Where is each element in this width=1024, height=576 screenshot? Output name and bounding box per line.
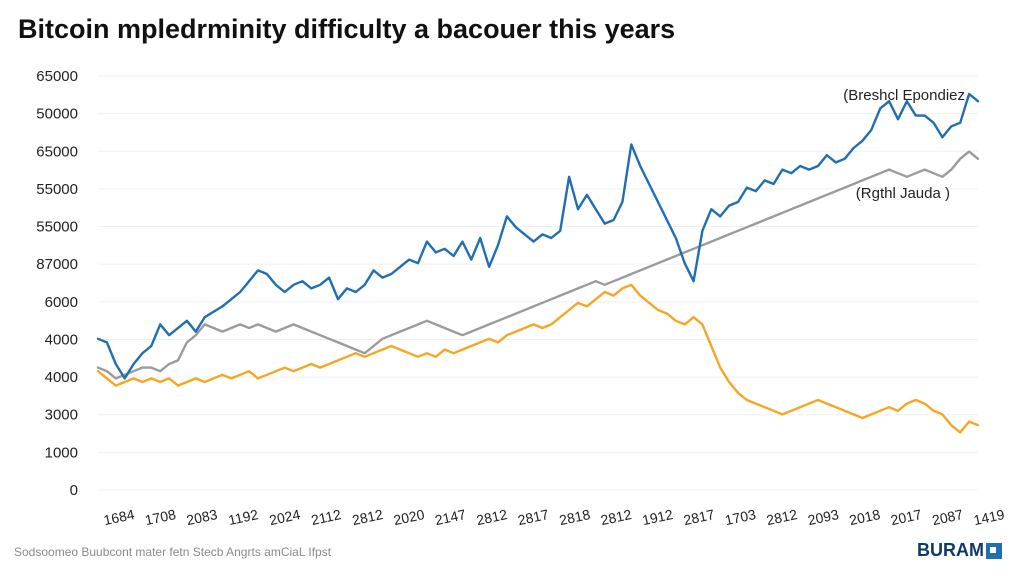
x-tick-label: 2020 [392, 506, 426, 528]
legend-label: (Rgthl Jauda ) [856, 185, 950, 202]
series-lines [96, 92, 980, 434]
y-tick-label: 87000 [36, 256, 78, 273]
legend-label: (Breshcl Epondiez [843, 87, 965, 104]
x-tick-label: 2147 [433, 506, 467, 528]
y-axis-ticks: 65000 50000 65000 55000 55000 87000 6000 4000 40… [36, 68, 78, 499]
x-tick-label: 1708 [143, 506, 177, 528]
x-tick-label: 2812 [599, 506, 633, 528]
y-tick-label: 65000 [36, 143, 78, 160]
y-tick-label: 6000 [45, 294, 78, 311]
x-tick-label: 1912 [641, 506, 675, 528]
x-tick-label: 2817 [516, 506, 550, 528]
x-tick-label: 1192 [227, 506, 260, 528]
x-tick-label: 2817 [682, 506, 716, 528]
x-tick-label: 2812 [475, 506, 509, 528]
x-tick-label: 1419 [972, 506, 1006, 528]
y-tick-label: 55000 [36, 219, 78, 236]
y-tick-label: 1000 [45, 444, 78, 461]
x-tick-label: 2024 [268, 506, 302, 528]
x-tick-label: 2093 [806, 506, 840, 528]
x-tick-label: 2018 [848, 506, 882, 528]
source-note: Sodsoomeo Buubcont mater fetn Stecb Angr… [14, 545, 332, 559]
x-tick-label: 1703 [723, 506, 757, 528]
series-line-orange [96, 283, 980, 434]
series-line-bitcoin [96, 92, 980, 380]
y-tick-label: 4000 [45, 331, 78, 348]
y-tick-label: 65000 [36, 68, 78, 85]
x-tick-label: 2087 [931, 506, 965, 528]
brand-mark-icon [986, 542, 1002, 559]
x-tick-label: 2812 [765, 506, 799, 528]
brand-logo: BURAM [917, 540, 1002, 561]
gridlines [98, 75, 978, 491]
series-line-gray [96, 150, 980, 380]
y-tick-label: 4000 [45, 369, 78, 386]
x-tick-label: 2112 [310, 506, 343, 528]
chart-title: Bitcoin mpledrminity difficulty a bacoue… [18, 14, 676, 44]
y-tick-label: 55000 [36, 181, 78, 198]
y-tick-label: 3000 [45, 407, 78, 424]
y-tick-label: 0 [70, 482, 78, 499]
x-tick-label: 1684 [102, 506, 136, 528]
x-tick-label: 2017 [889, 506, 923, 528]
x-axis-ticks: 1684 1708 2083 1192 2024 2112 2812 2020 2147 2812… [102, 506, 1006, 528]
legend: (Breshcl Epondiez (Rgthl Jauda ) [843, 87, 965, 202]
x-tick-label: 2818 [558, 506, 592, 528]
brand-text: BURAM [917, 540, 984, 560]
y-tick-label: 50000 [36, 106, 78, 123]
x-tick-label: 2812 [351, 506, 385, 528]
x-tick-label: 2083 [185, 506, 219, 528]
